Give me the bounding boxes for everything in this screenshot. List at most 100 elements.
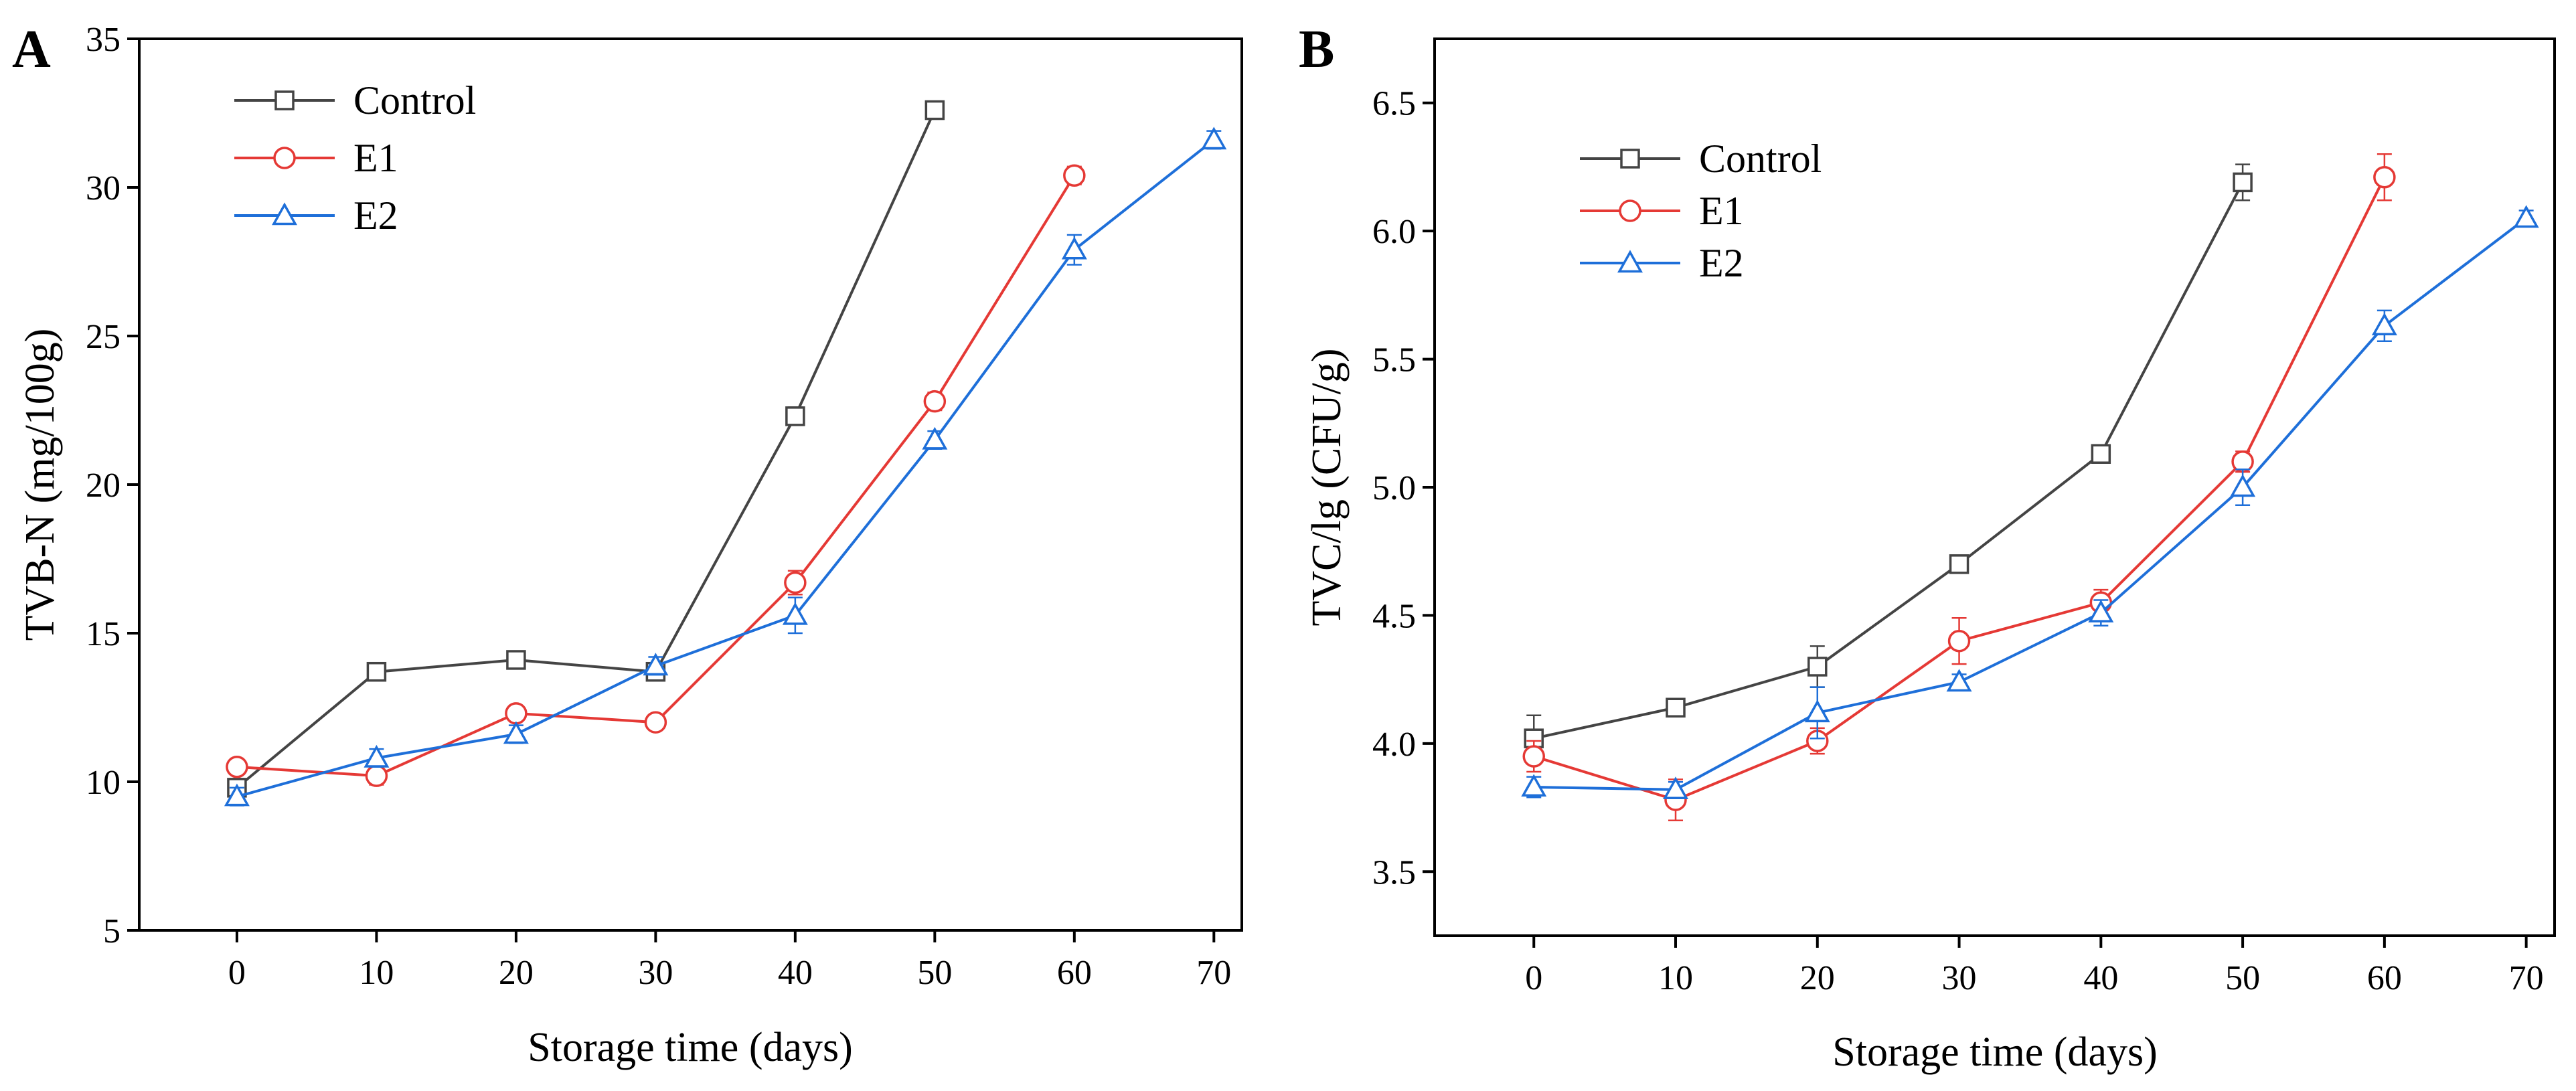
x-tick-label: 40 — [2083, 959, 2118, 997]
x-tick-label: 60 — [2367, 959, 2402, 997]
x-tick-label: 50 — [917, 954, 952, 992]
data-point-e2 — [1804, 699, 1830, 723]
x-tick-label: 10 — [1658, 959, 1693, 997]
data-point-control — [2091, 444, 2111, 464]
data-point-e1 — [644, 711, 667, 734]
data-point-e2 — [2230, 474, 2256, 497]
legend-label: E2 — [353, 193, 398, 238]
data-point-e2 — [364, 744, 390, 768]
legend-marker — [1619, 199, 1641, 222]
x-tick-label: 50 — [2225, 959, 2260, 997]
data-point-e1 — [784, 571, 807, 594]
series-line-control — [1533, 181, 2244, 740]
legend-marker — [273, 147, 296, 169]
x-axis-title-a: Storage time (days) — [528, 1025, 853, 1070]
series-line-control — [236, 109, 937, 789]
series-e1 — [226, 164, 1086, 787]
legend-label: E2 — [1699, 241, 1744, 285]
data-point-control — [506, 650, 526, 670]
data-point-e2 — [2088, 600, 2114, 622]
y-axis-title-b: TVC/lg (CFU/g) — [1304, 348, 1350, 626]
y-axis-a: 5 10 15 20 25 30 35 — [86, 21, 139, 950]
data-point-e2 — [2371, 313, 2397, 336]
y-tick-label: 4.0 — [1372, 726, 1416, 764]
x-axis-b: 0 10 20 30 40 50 60 70 — [1525, 936, 2544, 997]
y-tick-label: 20 — [86, 467, 120, 505]
data-point-e1 — [1947, 629, 1971, 653]
x-axis-a: 0 10 20 30 40 50 60 70 — [228, 930, 1231, 992]
y-tick-label: 35 — [86, 21, 120, 59]
y-tick-label: 5.0 — [1372, 469, 1416, 507]
panel-letter-a: A — [12, 20, 51, 79]
chart-panel-b: B 3.54.04.55.05.56.06.5 0 10 20 30 40 50 60 70 … — [1299, 20, 2556, 1075]
data-point-e2 — [2513, 205, 2539, 228]
legend-label: E1 — [353, 136, 398, 180]
x-tick-label: 20 — [1800, 959, 1835, 997]
x-tick-label: 0 — [228, 954, 246, 992]
y-tick-label: 5 — [103, 912, 120, 950]
legend-marker — [272, 202, 297, 226]
x-axis-title-b: Storage time (days) — [1832, 1029, 2158, 1075]
series-line-e2 — [236, 139, 1215, 799]
series-group-b — [1521, 153, 2539, 821]
x-tick-label: 0 — [1525, 959, 1542, 997]
x-tick-label: 30 — [638, 954, 673, 992]
x-tick-label: 20 — [499, 954, 534, 992]
data-point-e2 — [503, 721, 529, 744]
x-tick-label: 70 — [2509, 959, 2544, 997]
data-point-e2 — [1521, 774, 1547, 797]
data-point-e2 — [1946, 669, 1972, 692]
data-point-control — [1807, 657, 1828, 677]
data-point-control — [1666, 697, 1686, 718]
legend-marker — [1617, 250, 1643, 273]
data-point-e2 — [224, 783, 250, 807]
data-point-e1 — [505, 702, 528, 725]
data-point-e2 — [643, 653, 669, 676]
series-e2 — [224, 127, 1227, 807]
y-tick-label: 6.0 — [1372, 213, 1416, 251]
legend-label: Control — [353, 78, 476, 122]
data-point-control — [785, 406, 805, 426]
y-tick-label: 6.5 — [1372, 85, 1416, 123]
legend-marker — [1620, 149, 1640, 169]
legend-marker — [274, 90, 295, 110]
data-point-e2 — [1061, 236, 1087, 260]
data-point-e1 — [1522, 745, 1545, 768]
y-tick-label: 3.5 — [1372, 853, 1416, 892]
x-tick-label: 70 — [1196, 954, 1231, 992]
y-tick-label: 25 — [86, 318, 120, 356]
x-tick-label: 10 — [359, 954, 394, 992]
data-point-e2 — [1663, 776, 1689, 800]
data-point-e1 — [923, 390, 947, 413]
legend-a: Control E1 E2 — [234, 78, 476, 238]
series-e2 — [1521, 205, 2539, 800]
data-point-e2 — [1201, 127, 1227, 150]
x-tick-label: 30 — [1942, 959, 1977, 997]
y-tick-label: 10 — [86, 764, 120, 802]
series-line-e2 — [1534, 217, 2527, 791]
data-point-control — [924, 100, 945, 120]
legend-label: Control — [1699, 137, 1822, 181]
legend-b: Control E1 E2 — [1580, 137, 1822, 285]
data-point-control — [1949, 554, 1969, 574]
data-point-e2 — [782, 602, 808, 625]
y-tick-label: 4.5 — [1372, 597, 1416, 635]
y-tick-label: 5.5 — [1372, 341, 1416, 380]
data-point-e1 — [365, 764, 388, 787]
legend-label: E1 — [1699, 189, 1744, 233]
y-tick-label: 30 — [86, 169, 120, 207]
y-axis-title-a: TVB-N (mg/100g) — [17, 329, 63, 641]
chart-panel-a: A 5 10 15 20 25 30 35 0 10 20 30 40 50 60 70 Control E… — [12, 20, 1243, 1070]
data-point-e1 — [2373, 165, 2396, 189]
panel-letter-b: B — [1299, 20, 1334, 79]
data-point-control — [366, 661, 387, 682]
data-point-e1 — [1063, 164, 1086, 187]
series-group-a — [224, 100, 1227, 807]
data-point-control — [2233, 172, 2253, 193]
x-tick-label: 40 — [778, 954, 813, 992]
x-tick-label: 60 — [1057, 954, 1092, 992]
y-axis-b: 3.5 4.0 4.5 5.0 5.5 6.0 6.5 — [1372, 85, 1435, 892]
y-tick-label: 15 — [86, 615, 120, 653]
data-point-e2 — [922, 426, 948, 450]
